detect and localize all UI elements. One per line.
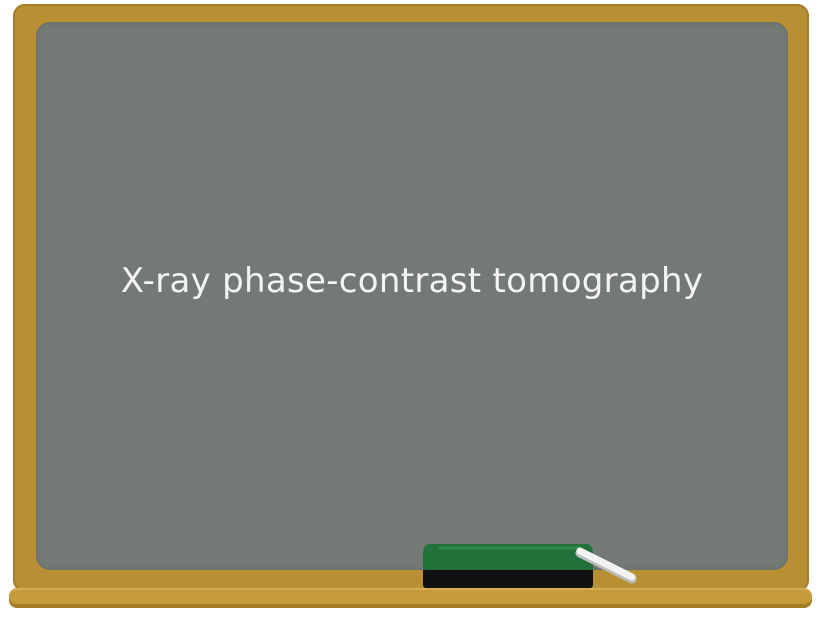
chalkboard-surface: X-ray phase-contrast tomography (36, 22, 788, 570)
chalk-ledge (9, 588, 812, 608)
chalk-stick-icon (575, 547, 637, 584)
board-title: X-ray phase-contrast tomography (120, 261, 704, 301)
eraser-icon (423, 544, 593, 588)
